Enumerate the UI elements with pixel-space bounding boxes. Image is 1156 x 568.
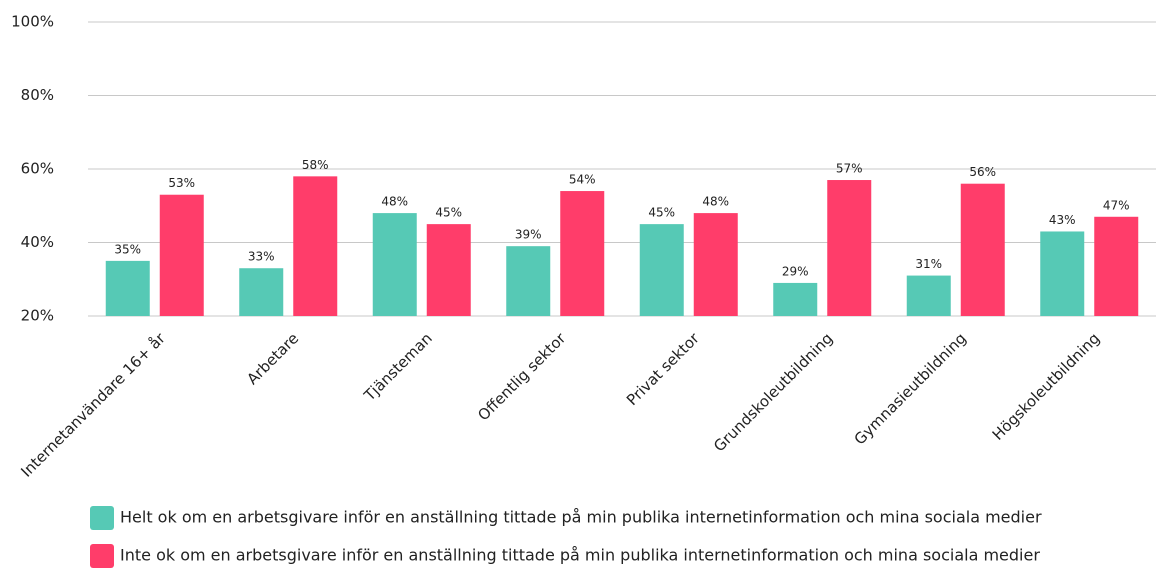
value-label: 35%: [114, 242, 141, 256]
bar: [105, 260, 150, 316]
value-label: 48%: [702, 195, 729, 209]
value-label: 39%: [515, 228, 542, 242]
y-tick-label: 40%: [21, 233, 54, 251]
x-tick-label: Högskoleutbildning: [989, 329, 1104, 444]
bar: [372, 213, 417, 316]
bar: [293, 176, 338, 316]
bar: [1094, 216, 1139, 316]
x-tick-label: Arbetare: [243, 329, 302, 388]
legend-label: Inte ok om en arbetsgivare inför en anst…: [120, 546, 1040, 565]
x-tick-label: Privat sektor: [623, 329, 703, 409]
x-tick-label: Internetanvändare 16+ år: [17, 329, 169, 481]
value-label: 54%: [569, 173, 596, 187]
value-label: 33%: [248, 250, 275, 264]
y-tick-label: 80%: [21, 86, 54, 104]
value-label: 45%: [648, 206, 675, 220]
x-tick-label: Tjänsteman: [360, 329, 436, 405]
legend-swatch: [90, 544, 114, 568]
legend-swatch: [90, 506, 114, 530]
bar: [1040, 231, 1085, 316]
bar: [560, 191, 605, 316]
y-tick-label: 20%: [21, 307, 54, 325]
y-tick-label: 100%: [11, 13, 54, 31]
bar: [426, 224, 471, 316]
y-tick-label: 60%: [21, 160, 54, 178]
value-label: 29%: [782, 264, 809, 278]
value-label: 43%: [1049, 213, 1076, 227]
x-tick-label: Offentlig sektor: [474, 329, 570, 425]
legend-label: Helt ok om en arbetsgivare inför en anst…: [120, 508, 1042, 527]
bar: [960, 183, 1005, 316]
bar: [773, 282, 818, 316]
value-label: 31%: [915, 257, 942, 271]
value-label: 47%: [1103, 198, 1130, 212]
value-label: 58%: [302, 158, 329, 172]
value-label: 45%: [435, 206, 462, 220]
bar: [159, 194, 204, 316]
bar: [693, 213, 738, 316]
bar: [639, 224, 684, 316]
value-label: 48%: [381, 195, 408, 209]
x-tick-label: Gymnasieutbildning: [851, 329, 970, 448]
bar: [906, 275, 951, 316]
bar: [827, 180, 872, 316]
x-tick-label: Grundskoleutbildning: [710, 329, 836, 455]
value-label: 56%: [969, 165, 996, 179]
bar: [506, 246, 551, 316]
value-label: 53%: [168, 176, 195, 190]
bar: [239, 268, 284, 316]
value-label: 57%: [836, 162, 863, 176]
